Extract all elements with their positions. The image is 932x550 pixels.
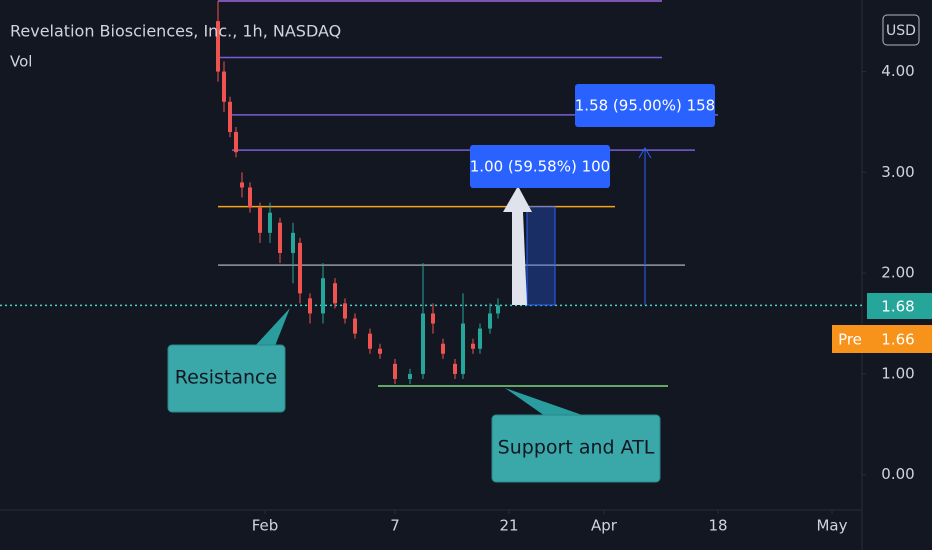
candle-body xyxy=(441,343,445,354)
candle-body xyxy=(478,328,482,349)
candle-body xyxy=(343,303,347,319)
candle-body xyxy=(421,313,425,374)
candle-body xyxy=(248,187,252,208)
pre-label: Pre xyxy=(838,331,862,349)
candle-body xyxy=(461,323,465,374)
candle-body xyxy=(278,222,282,253)
candle-body xyxy=(393,363,397,379)
candle-body xyxy=(431,313,435,324)
candle-body xyxy=(298,242,302,294)
candle-body xyxy=(496,305,500,314)
last-price-box xyxy=(867,293,932,319)
x-tick-label: Apr xyxy=(591,517,618,535)
chart-title: Revelation Biosciences, Inc., 1h, NASDAQ xyxy=(10,22,341,41)
x-tick-label: 21 xyxy=(499,517,518,535)
y-tick-label: 4.00 xyxy=(881,62,914,80)
candle-body xyxy=(216,21,220,72)
annotation: Resistance xyxy=(175,367,277,389)
measure-range xyxy=(526,206,556,306)
last-price: 1.68 xyxy=(881,298,914,316)
measure-label: 1.58 (95.00%) 158 xyxy=(575,97,715,115)
x-tick-label: 7 xyxy=(390,517,400,535)
candle-body xyxy=(234,132,238,153)
arrow-up xyxy=(503,186,532,305)
measure-box xyxy=(575,84,715,127)
candle-body xyxy=(268,212,272,233)
measure-arrow-head xyxy=(638,147,652,159)
candle-body xyxy=(378,348,382,354)
candle-body xyxy=(240,182,244,188)
pre-box xyxy=(832,325,868,353)
x-tick-label: May xyxy=(816,517,847,535)
candle-body xyxy=(321,278,325,314)
candle-body xyxy=(222,71,226,102)
y-tick-label: 1.00 xyxy=(881,364,914,382)
y-tick-label: 0.00 xyxy=(881,465,914,483)
candle-body xyxy=(353,318,357,334)
subtitle: Vol xyxy=(10,53,32,71)
callout-pointer xyxy=(255,308,290,346)
measure-label: 1.00 (59.58%) 100 xyxy=(470,158,610,176)
callout-pointer xyxy=(505,388,585,416)
currency-box[interactable] xyxy=(882,14,920,46)
candle-body xyxy=(333,283,337,304)
y-tick-label: 3.00 xyxy=(881,163,914,181)
candle-body xyxy=(258,207,262,233)
callout-box xyxy=(491,414,661,483)
candle-body xyxy=(308,298,312,314)
candle-body xyxy=(228,101,232,133)
y-tick-label: 2.00 xyxy=(881,264,914,282)
pre-price: 1.66 xyxy=(881,331,914,349)
candle-body xyxy=(291,232,295,253)
candle-body xyxy=(368,333,372,349)
measure-box xyxy=(470,145,610,188)
currency[interactable]: USD xyxy=(886,23,916,39)
x-tick-label: Feb xyxy=(252,517,279,535)
callout-box xyxy=(167,344,286,413)
candle-body xyxy=(453,363,457,374)
plot-area xyxy=(0,0,862,387)
candle-body xyxy=(471,343,475,349)
pre-price-box xyxy=(868,325,932,353)
x-tick-label: 18 xyxy=(708,517,727,535)
candle-body xyxy=(488,313,492,329)
candle-body xyxy=(408,373,412,379)
annotation: Support and ATL xyxy=(498,437,655,459)
